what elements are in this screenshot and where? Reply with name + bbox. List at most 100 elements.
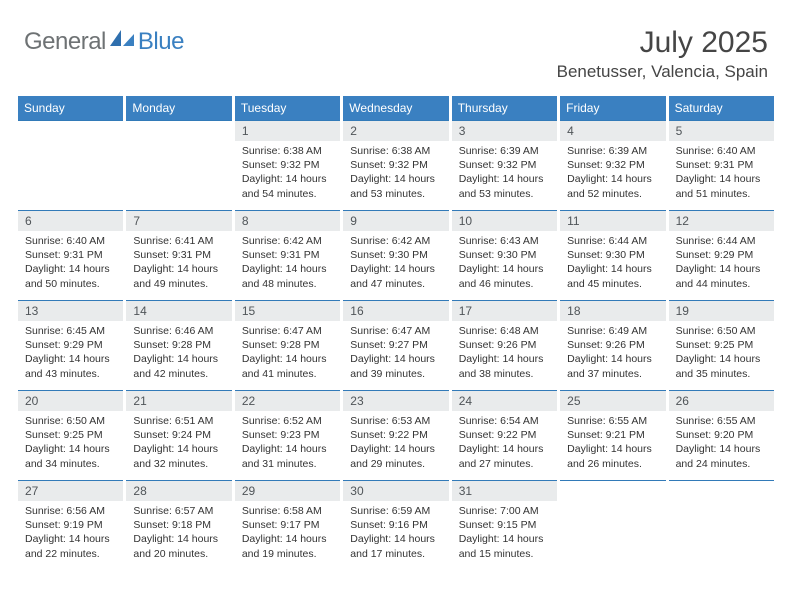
day-number: 20	[18, 391, 123, 411]
calendar-cell: 19Sunrise: 6:50 AMSunset: 9:25 PMDayligh…	[669, 300, 774, 390]
day-details: Sunrise: 6:47 AMSunset: 9:27 PMDaylight:…	[343, 321, 448, 387]
day-number: 12	[669, 211, 774, 231]
weekday-header: Friday	[560, 96, 665, 120]
day-details: Sunrise: 6:38 AMSunset: 9:32 PMDaylight:…	[235, 141, 340, 207]
weekday-header: Wednesday	[343, 96, 448, 120]
day-details: Sunrise: 6:40 AMSunset: 9:31 PMDaylight:…	[669, 141, 774, 207]
month-title: July 2025	[557, 26, 768, 60]
day-number: 2	[343, 121, 448, 141]
calendar-grid: SundayMondayTuesdayWednesdayThursdayFrid…	[18, 96, 774, 570]
day-details: Sunrise: 6:46 AMSunset: 9:28 PMDaylight:…	[126, 321, 231, 387]
calendar-cell: 13Sunrise: 6:45 AMSunset: 9:29 PMDayligh…	[18, 300, 123, 390]
day-details: Sunrise: 6:50 AMSunset: 9:25 PMDaylight:…	[669, 321, 774, 387]
day-number: 8	[235, 211, 340, 231]
calendar-cell: 6Sunrise: 6:40 AMSunset: 9:31 PMDaylight…	[18, 210, 123, 300]
calendar-cell: 25Sunrise: 6:55 AMSunset: 9:21 PMDayligh…	[560, 390, 665, 480]
day-details: Sunrise: 6:53 AMSunset: 9:22 PMDaylight:…	[343, 411, 448, 477]
calendar-cell: 15Sunrise: 6:47 AMSunset: 9:28 PMDayligh…	[235, 300, 340, 390]
day-number: 19	[669, 301, 774, 321]
day-number: 22	[235, 391, 340, 411]
location-subtitle: Benetusser, Valencia, Spain	[557, 62, 768, 82]
day-details: Sunrise: 6:39 AMSunset: 9:32 PMDaylight:…	[560, 141, 665, 207]
calendar-cell: 27Sunrise: 6:56 AMSunset: 9:19 PMDayligh…	[18, 480, 123, 570]
day-number: 18	[560, 301, 665, 321]
day-number: 11	[560, 211, 665, 231]
day-number: 14	[126, 301, 231, 321]
day-details: Sunrise: 6:41 AMSunset: 9:31 PMDaylight:…	[126, 231, 231, 297]
day-number: 17	[452, 301, 557, 321]
day-number: 10	[452, 211, 557, 231]
day-details: Sunrise: 6:50 AMSunset: 9:25 PMDaylight:…	[18, 411, 123, 477]
calendar-cell-empty: ..	[669, 480, 774, 570]
day-details: Sunrise: 6:58 AMSunset: 9:17 PMDaylight:…	[235, 501, 340, 567]
day-number: 29	[235, 481, 340, 501]
calendar-cell: 2Sunrise: 6:38 AMSunset: 9:32 PMDaylight…	[343, 120, 448, 210]
calendar-cell: 3Sunrise: 6:39 AMSunset: 9:32 PMDaylight…	[452, 120, 557, 210]
day-number: 31	[452, 481, 557, 501]
day-details: Sunrise: 6:54 AMSunset: 9:22 PMDaylight:…	[452, 411, 557, 477]
day-number: 5	[669, 121, 774, 141]
calendar-cell: 11Sunrise: 6:44 AMSunset: 9:30 PMDayligh…	[560, 210, 665, 300]
day-number: 28	[126, 481, 231, 501]
title-block: July 2025 Benetusser, Valencia, Spain	[557, 26, 774, 82]
day-number: 24	[452, 391, 557, 411]
calendar-cell: 29Sunrise: 6:58 AMSunset: 9:17 PMDayligh…	[235, 480, 340, 570]
day-number: 21	[126, 391, 231, 411]
day-details: Sunrise: 6:44 AMSunset: 9:30 PMDaylight:…	[560, 231, 665, 297]
day-number: 30	[343, 481, 448, 501]
calendar-page: General Blue July 2025 Benetusser, Valen…	[0, 0, 792, 612]
brand-text-1: General	[24, 28, 106, 56]
day-details: Sunrise: 6:57 AMSunset: 9:18 PMDaylight:…	[126, 501, 231, 567]
day-details: Sunrise: 6:42 AMSunset: 9:31 PMDaylight:…	[235, 231, 340, 297]
calendar-cell: 31Sunrise: 7:00 AMSunset: 9:15 PMDayligh…	[452, 480, 557, 570]
day-number: 26	[669, 391, 774, 411]
day-details: Sunrise: 6:45 AMSunset: 9:29 PMDaylight:…	[18, 321, 123, 387]
day-details: Sunrise: 6:48 AMSunset: 9:26 PMDaylight:…	[452, 321, 557, 387]
day-number: 6	[18, 211, 123, 231]
day-number: 1	[235, 121, 340, 141]
day-details: Sunrise: 6:40 AMSunset: 9:31 PMDaylight:…	[18, 231, 123, 297]
calendar-cell: 23Sunrise: 6:53 AMSunset: 9:22 PMDayligh…	[343, 390, 448, 480]
calendar-cell: 14Sunrise: 6:46 AMSunset: 9:28 PMDayligh…	[126, 300, 231, 390]
day-details: Sunrise: 6:55 AMSunset: 9:21 PMDaylight:…	[560, 411, 665, 477]
day-details: Sunrise: 6:39 AMSunset: 9:32 PMDaylight:…	[452, 141, 557, 207]
calendar-cell: 10Sunrise: 6:43 AMSunset: 9:30 PMDayligh…	[452, 210, 557, 300]
calendar-cell: 24Sunrise: 6:54 AMSunset: 9:22 PMDayligh…	[452, 390, 557, 480]
calendar-cell: 1Sunrise: 6:38 AMSunset: 9:32 PMDaylight…	[235, 120, 340, 210]
day-details: Sunrise: 6:38 AMSunset: 9:32 PMDaylight:…	[343, 141, 448, 207]
calendar-cell: 4Sunrise: 6:39 AMSunset: 9:32 PMDaylight…	[560, 120, 665, 210]
calendar-cell: 22Sunrise: 6:52 AMSunset: 9:23 PMDayligh…	[235, 390, 340, 480]
weekday-header: Tuesday	[235, 96, 340, 120]
calendar-cell-empty: ..	[18, 120, 123, 210]
calendar-cell: 30Sunrise: 6:59 AMSunset: 9:16 PMDayligh…	[343, 480, 448, 570]
calendar-cell: 12Sunrise: 6:44 AMSunset: 9:29 PMDayligh…	[669, 210, 774, 300]
calendar-cell: 9Sunrise: 6:42 AMSunset: 9:30 PMDaylight…	[343, 210, 448, 300]
calendar-cell-empty: ..	[126, 120, 231, 210]
day-number: 9	[343, 211, 448, 231]
day-details: Sunrise: 6:56 AMSunset: 9:19 PMDaylight:…	[18, 501, 123, 567]
day-details: Sunrise: 6:55 AMSunset: 9:20 PMDaylight:…	[669, 411, 774, 477]
calendar-cell: 7Sunrise: 6:41 AMSunset: 9:31 PMDaylight…	[126, 210, 231, 300]
day-number: 23	[343, 391, 448, 411]
day-number: 7	[126, 211, 231, 231]
day-number: 3	[452, 121, 557, 141]
day-details: Sunrise: 6:49 AMSunset: 9:26 PMDaylight:…	[560, 321, 665, 387]
weekday-header: Monday	[126, 96, 231, 120]
header: General Blue July 2025 Benetusser, Valen…	[18, 26, 774, 82]
calendar-cell: 8Sunrise: 6:42 AMSunset: 9:31 PMDaylight…	[235, 210, 340, 300]
weekday-header: Saturday	[669, 96, 774, 120]
calendar-cell: 5Sunrise: 6:40 AMSunset: 9:31 PMDaylight…	[669, 120, 774, 210]
day-details: Sunrise: 7:00 AMSunset: 9:15 PMDaylight:…	[452, 501, 557, 567]
day-number: 4	[560, 121, 665, 141]
calendar-cell: 28Sunrise: 6:57 AMSunset: 9:18 PMDayligh…	[126, 480, 231, 570]
calendar-cell: 26Sunrise: 6:55 AMSunset: 9:20 PMDayligh…	[669, 390, 774, 480]
day-number: 13	[18, 301, 123, 321]
weekday-header: Thursday	[452, 96, 557, 120]
calendar-cell-empty: ..	[560, 480, 665, 570]
calendar-cell: 18Sunrise: 6:49 AMSunset: 9:26 PMDayligh…	[560, 300, 665, 390]
weekday-header: Sunday	[18, 96, 123, 120]
calendar-cell: 16Sunrise: 6:47 AMSunset: 9:27 PMDayligh…	[343, 300, 448, 390]
calendar-cell: 17Sunrise: 6:48 AMSunset: 9:26 PMDayligh…	[452, 300, 557, 390]
day-details: Sunrise: 6:52 AMSunset: 9:23 PMDaylight:…	[235, 411, 340, 477]
calendar-cell: 21Sunrise: 6:51 AMSunset: 9:24 PMDayligh…	[126, 390, 231, 480]
